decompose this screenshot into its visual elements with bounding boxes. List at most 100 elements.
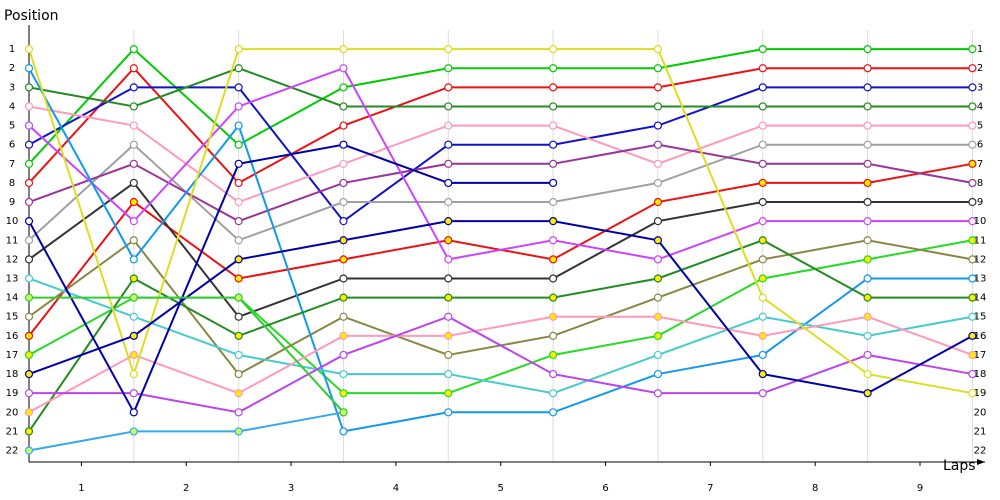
x-tick-label: 8	[812, 483, 818, 494]
point-marker	[444, 389, 453, 398]
point-marker	[758, 64, 767, 73]
point-marker	[129, 369, 138, 379]
point-marker	[339, 255, 348, 264]
point-marker	[758, 45, 767, 54]
y-tick-label-right: 1	[977, 44, 983, 55]
y-tick-label-right: 4	[977, 101, 983, 112]
point-marker	[24, 312, 34, 321]
point-marker	[968, 102, 977, 111]
point-marker	[549, 274, 558, 283]
point-marker	[968, 236, 977, 245]
point-marker	[24, 350, 34, 360]
y-tick-label-right: 19	[974, 388, 987, 399]
point-marker	[129, 236, 138, 245]
point-marker	[444, 83, 453, 92]
y-tick-label: 18	[6, 369, 19, 380]
point-marker	[653, 64, 663, 73]
x-tick-label: 2	[183, 483, 189, 494]
point-marker	[653, 159, 663, 168]
point-marker	[339, 64, 348, 73]
point-marker	[24, 293, 34, 302]
point-marker	[444, 140, 453, 149]
x-tick-label: 9	[917, 483, 923, 494]
point-marker	[444, 408, 453, 417]
point-marker	[339, 274, 348, 283]
point-marker	[234, 389, 243, 398]
point-marker	[129, 178, 138, 188]
y-tick-label-right: 21	[974, 426, 987, 437]
point-marker	[444, 350, 453, 360]
point-marker	[24, 178, 34, 188]
point-marker	[863, 331, 872, 340]
point-marker	[549, 178, 558, 188]
point-marker	[653, 389, 663, 398]
point-marker	[234, 217, 243, 226]
point-marker	[968, 197, 977, 207]
point-marker	[339, 102, 348, 111]
y-tick-label: 21	[6, 426, 19, 437]
x-tick-label: 5	[498, 483, 504, 494]
point-marker	[758, 159, 767, 168]
point-marker	[129, 45, 138, 54]
point-marker	[968, 331, 977, 340]
point-marker	[339, 159, 348, 168]
point-marker	[24, 159, 34, 168]
point-marker	[234, 121, 243, 130]
point-marker	[444, 64, 453, 73]
point-marker	[653, 255, 663, 264]
point-marker	[653, 293, 663, 302]
point-marker	[24, 408, 34, 417]
y-tick-label: 15	[6, 312, 19, 323]
point-marker	[549, 197, 558, 207]
series-line	[28, 239, 973, 432]
y-tick-label-right: 17	[974, 350, 987, 361]
x-tick-label: 3	[288, 483, 294, 494]
point-marker	[968, 178, 977, 188]
point-marker	[339, 83, 348, 92]
point-marker	[444, 255, 453, 264]
point-marker	[129, 140, 138, 149]
point-marker	[24, 446, 34, 455]
series-line	[28, 67, 973, 108]
point-marker	[968, 121, 977, 130]
point-marker	[234, 83, 243, 92]
y-tick-label: 3	[9, 82, 15, 93]
y-tick-label: 13	[6, 273, 19, 284]
y-tick-label-right: 22	[974, 446, 987, 457]
x-tick-label: 4	[393, 483, 399, 494]
point-marker	[863, 293, 872, 302]
point-marker	[444, 121, 453, 130]
point-marker	[444, 159, 453, 168]
y-axis-title: Position	[4, 8, 59, 24]
point-marker	[339, 350, 348, 360]
point-marker	[758, 293, 767, 302]
series-line	[29, 296, 345, 413]
point-marker	[653, 45, 663, 54]
point-marker	[339, 217, 348, 226]
point-marker	[549, 159, 558, 168]
point-marker	[653, 350, 663, 360]
series-line	[28, 143, 973, 242]
point-marker	[549, 236, 558, 245]
x-axis-title: Laps	[943, 458, 976, 474]
point-marker	[234, 369, 243, 379]
point-marker	[758, 102, 767, 111]
point-marker	[968, 274, 977, 283]
point-marker	[444, 197, 453, 207]
point-marker	[339, 293, 348, 302]
point-marker	[968, 140, 977, 149]
y-tick-label-right: 15	[974, 312, 987, 323]
point-marker	[863, 83, 872, 92]
point-marker	[129, 408, 138, 417]
y-tick-label: 22	[6, 446, 19, 457]
point-marker	[549, 102, 558, 111]
point-marker	[653, 236, 663, 245]
point-marker	[24, 64, 34, 73]
point-marker	[758, 178, 767, 188]
y-tick-label-right: 3	[977, 82, 983, 93]
point-marker	[549, 293, 558, 302]
point-marker	[758, 217, 767, 226]
point-marker	[129, 427, 138, 436]
point-marker	[863, 45, 872, 54]
